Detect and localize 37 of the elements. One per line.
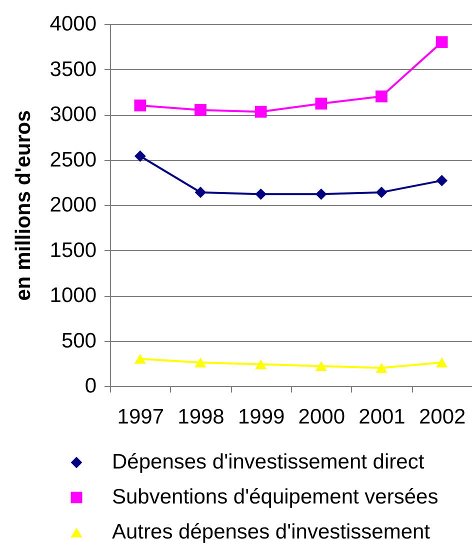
point <box>315 361 327 372</box>
y-tick-label: 3000 <box>50 103 96 126</box>
point <box>376 186 388 198</box>
x-tick-label: 1998 <box>178 406 224 428</box>
point <box>315 188 327 200</box>
x-tick-label: 2001 <box>358 406 406 428</box>
point <box>315 98 328 110</box>
point <box>134 354 146 364</box>
point <box>194 358 206 368</box>
y-tick-label: 2500 <box>50 148 96 172</box>
point <box>376 90 388 102</box>
point <box>134 150 146 162</box>
y-tick-label: 2000 <box>50 194 96 216</box>
y-tick-label: 4000 <box>50 12 96 36</box>
point <box>436 358 448 368</box>
y-tick-label: 500 <box>61 329 96 352</box>
y-axis-title: en millions d'euros <box>12 110 35 301</box>
legend-label: Dépenses d'investissement direct <box>112 450 424 474</box>
y-tick-label: 1000 <box>50 284 96 307</box>
point <box>194 104 206 116</box>
point <box>255 359 267 370</box>
point <box>134 100 146 112</box>
legend-label: Subventions d'équipement versées <box>112 486 438 508</box>
x-tick-label: 1999 <box>238 406 285 428</box>
point <box>376 362 388 373</box>
point <box>194 186 206 198</box>
x-tick-label: 1997 <box>117 406 164 428</box>
point <box>255 188 267 200</box>
x-tick-label: 2000 <box>298 406 346 428</box>
legend-label: Autres dépenses d'investissement <box>112 520 430 544</box>
point <box>436 174 448 186</box>
point <box>436 36 448 48</box>
y-tick-label: 1500 <box>50 238 96 262</box>
y-tick-label: 0 <box>84 374 96 398</box>
x-tick-label: 2002 <box>418 406 466 428</box>
y-tick-label: 3500 <box>50 58 96 81</box>
point <box>254 106 267 118</box>
